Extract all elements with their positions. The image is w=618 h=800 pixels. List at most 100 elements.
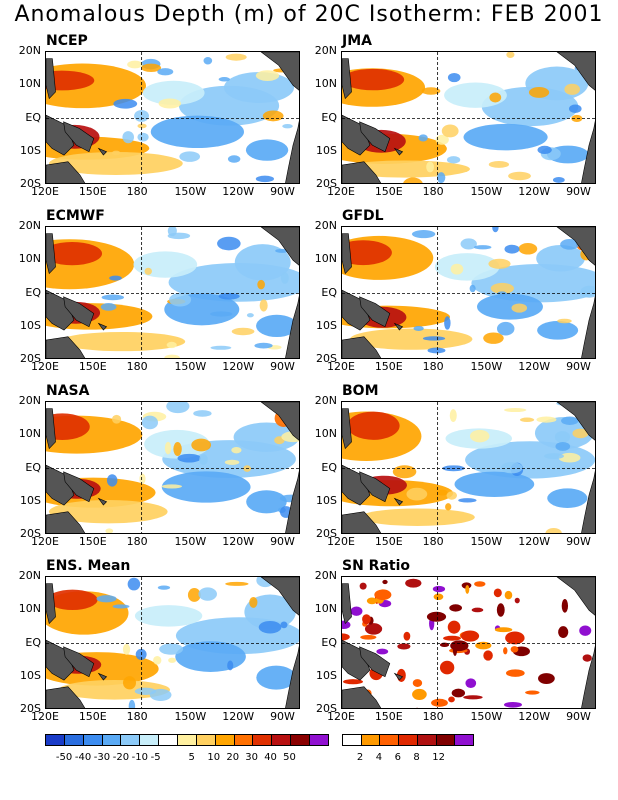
landmass-west-pacific — [342, 408, 352, 450]
landmass-west-pacific — [342, 583, 352, 625]
anomaly-contour-region — [46, 70, 95, 91]
colorbar-swatch — [343, 735, 362, 745]
landmass-west-pacific — [46, 161, 86, 183]
colorbar-tick-label: 40 — [264, 752, 277, 763]
anomaly-contour-patch — [127, 60, 143, 69]
anomaly-contour-patch — [224, 459, 240, 465]
sn-ratio-patch — [439, 660, 455, 675]
lon-tick-label: 180 — [422, 185, 444, 198]
lon-tick-label: 150E — [374, 535, 403, 548]
colorbar-swatch — [64, 735, 84, 745]
sn-ratio-patch — [343, 679, 363, 685]
lat-tick-label: 20S — [20, 177, 41, 190]
anomaly-contour-patch — [427, 347, 446, 354]
lat-tick-label: 10N — [314, 77, 337, 91]
anomaly-contour-patch — [106, 474, 118, 487]
anomaly-contour-region — [161, 471, 251, 503]
lon-tick-label: 150E — [78, 535, 107, 548]
anomaly-contour-region — [233, 422, 299, 452]
anomaly-contour-patch — [536, 416, 557, 423]
anomaly-contour-patch — [572, 428, 589, 439]
colorbar-swatch — [140, 735, 160, 745]
lon-tick-label: 120E — [31, 710, 59, 723]
map-canvas-ens — [46, 577, 299, 708]
sn-ratio-patch — [362, 614, 371, 625]
lat-tick-label: 10S — [316, 143, 337, 157]
lon-tick-label: 120W — [222, 710, 255, 723]
sn-ratio-patch — [465, 584, 470, 594]
anomaly-contour-patch — [282, 123, 293, 129]
map-canvas-nasa — [46, 402, 299, 533]
sn-ratio-patch — [538, 673, 555, 684]
anomaly-contour-patch — [422, 336, 446, 341]
panel-title-sn-ratio: SN Ratio — [342, 558, 411, 574]
lon-tick-label: 90W — [566, 710, 591, 723]
colorbar-swatch — [215, 735, 235, 745]
colorbar-swatch — [436, 735, 456, 745]
anomaly-contour-patch — [134, 687, 157, 695]
anomaly-contour-region — [49, 499, 168, 524]
sn-ratio-patch — [506, 669, 525, 677]
panel-title-ens-mean: ENS. Mean — [46, 558, 131, 574]
colorbar-swatch — [196, 735, 216, 745]
anomaly-contour-patch — [392, 465, 417, 479]
lat-tick-label: 10N — [18, 77, 41, 91]
anomaly-contour-patch — [112, 604, 130, 609]
lon-tick-label: 90W — [566, 185, 591, 198]
landmass-americas — [581, 470, 595, 533]
landmass-americas — [260, 227, 299, 266]
lat-tick-label: 20S — [316, 527, 337, 540]
anomaly-contour-patch — [450, 263, 464, 275]
sn-ratio-patch — [374, 589, 392, 601]
anomaly-contour-patch — [470, 429, 490, 443]
landmass-west-pacific — [46, 511, 86, 533]
sn-ratio-patch — [474, 581, 486, 587]
anomaly-contour-patch — [157, 68, 174, 76]
panel-title-bom: BOM — [342, 383, 379, 399]
colorbar-swatch — [83, 735, 103, 745]
sn-ratio-patch — [443, 635, 461, 641]
lat-tick-label: 20N — [18, 569, 41, 582]
anomaly-contour-patch — [568, 104, 582, 114]
lon-tick-label: 150W — [174, 185, 207, 198]
lon-tick-label: 120E — [327, 710, 355, 723]
anomaly-contour-region — [47, 589, 98, 610]
sn-ratio-patch — [342, 620, 351, 630]
landmass-west-pacific — [342, 233, 352, 275]
anomaly-contour-patch — [519, 417, 535, 422]
lat-tick-label: EQ — [321, 110, 337, 124]
anomaly-contour-region — [150, 115, 245, 149]
lon-tick-label: 120E — [31, 360, 59, 373]
landmass-west-pacific — [46, 408, 56, 450]
anomaly-contour-region — [256, 665, 297, 690]
lon-tick-label: 120E — [31, 535, 59, 548]
map-canvas-ecmwf — [46, 227, 299, 358]
map-canvas-gfdl — [342, 227, 595, 358]
sn-ratio-patch — [360, 634, 377, 640]
lat-tick-label: 20N — [314, 219, 337, 232]
anomaly-contour-region — [434, 253, 500, 281]
anomaly-contour-patch — [255, 70, 280, 81]
landmass-west-pacific — [46, 58, 56, 100]
lat-tick-label: 20N — [18, 394, 41, 407]
sn-colorbar-tick-label: 12 — [432, 752, 446, 763]
sn-colorbar-tick-label: 4 — [375, 752, 383, 763]
map-panel-ncep — [45, 51, 300, 184]
anomaly-contour-patch — [257, 279, 265, 290]
anomaly-contour-region — [49, 151, 183, 175]
sn-ratio-patch — [505, 631, 525, 645]
lat-tick-label: 20S — [316, 177, 337, 190]
anomaly-contour-patch — [203, 56, 213, 65]
anomaly-contour-region — [360, 508, 475, 526]
landmass-west-pacific — [342, 161, 382, 183]
anomaly-contour-patch — [564, 83, 581, 95]
anomaly-contour-patch — [437, 489, 448, 496]
landmass-west-pacific — [97, 322, 108, 331]
anomaly-contour-patch — [225, 581, 249, 586]
anomaly-contour-patch — [141, 415, 159, 430]
sn-colorbar-tick-label: 8 — [413, 752, 420, 763]
anomaly-contour-region — [175, 641, 246, 672]
lon-tick-label: 150E — [374, 710, 403, 723]
landmass-americas — [556, 402, 595, 441]
anomaly-contour-patch — [418, 134, 428, 142]
